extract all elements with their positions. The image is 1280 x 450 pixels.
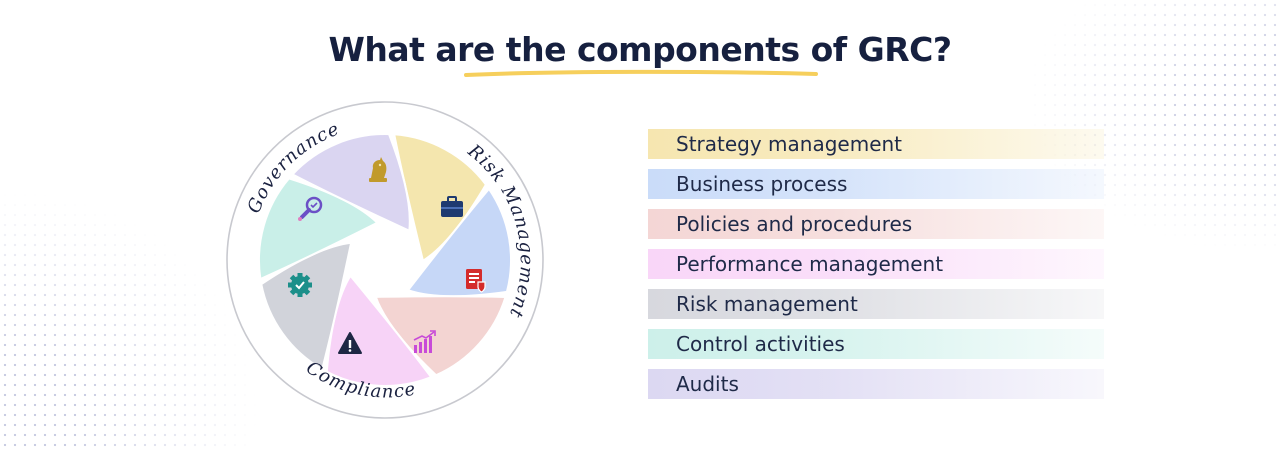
- magnifier-check-icon: [298, 196, 323, 221]
- component-item: Risk management: [648, 289, 1104, 319]
- component-item: Policies and procedures: [648, 209, 1104, 239]
- component-item: Audits: [648, 369, 1104, 399]
- briefcase-icon: [441, 196, 463, 217]
- wheel-segment-audits: [290, 133, 411, 233]
- component-item: Control activities: [648, 329, 1104, 359]
- component-item: Performance management: [648, 249, 1104, 279]
- component-item: Business process: [648, 169, 1104, 199]
- component-item: Strategy management: [648, 129, 1104, 159]
- gear-check-icon: [288, 273, 312, 297]
- document-shield-icon: [466, 269, 486, 293]
- component-list: Strategy management Business process Polic…: [648, 129, 1104, 409]
- title-underline: [464, 69, 818, 77]
- grc-wheel: Governance Risk Management Compliance: [226, 101, 544, 419]
- wheel-segments: [257, 133, 512, 387]
- growth-chart-icon: [413, 330, 436, 353]
- chess-knight-icon: [369, 157, 387, 182]
- warning-triangle-icon: [338, 332, 362, 354]
- page-title: What are the components of GRC?: [328, 30, 952, 69]
- dot-pattern-left: [0, 190, 260, 450]
